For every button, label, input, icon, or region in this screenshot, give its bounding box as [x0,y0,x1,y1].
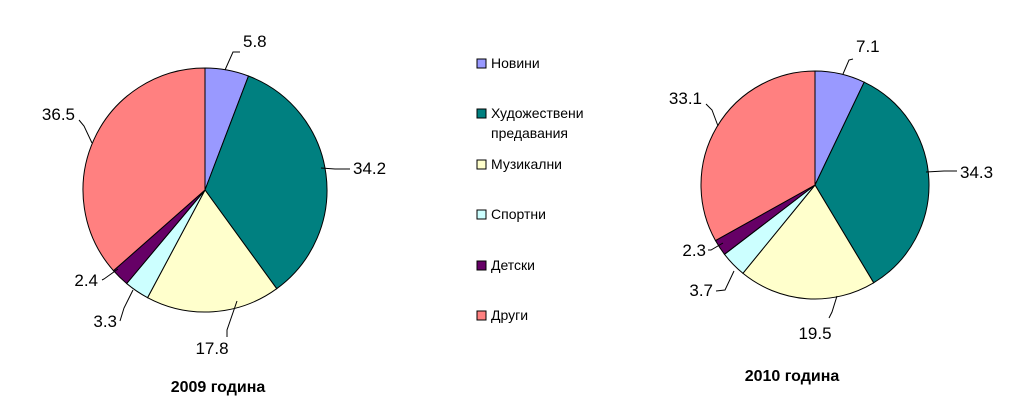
legend-item-detski: Детски [476,257,535,273]
pie-slice-6 [700,70,816,242]
legend-label: Художествени предавания [491,105,584,141]
legend-item-sportni: Спортни [476,206,546,222]
legend-label-line: Художествени [491,105,584,121]
legend-swatch [476,108,487,119]
leader-line [828,295,838,319]
leader-line [705,103,719,127]
data-label: 34.3 [960,163,993,182]
legend-swatch [476,159,487,170]
legend-label: Детски [491,257,535,273]
legend-swatch [476,209,487,220]
leader-line [320,167,350,170]
pie-slice-3 [742,184,875,300]
legend-swatch [476,310,487,321]
leader-line [101,268,119,281]
data-label: 33.1 [669,89,702,108]
legend-swatch [476,58,487,69]
legend-label: Музикални [491,156,562,172]
legend-item-muzikalni: Музикални [476,156,562,172]
legend-label-line: предавания [491,125,568,141]
data-label: 3.7 [689,281,713,300]
legend-swatch [476,260,487,271]
leader-line [715,270,735,292]
pie-slice-2 [204,75,328,290]
data-label: 2.4 [74,271,98,290]
data-label: 34.2 [353,159,386,178]
data-label: 2.3 [682,241,706,260]
chart-title: 2010 година [745,368,840,385]
data-label: 7.1 [856,37,880,56]
pie-chart-2010: 7.1 34.3 19.5 3.7 2.3 33.1 2010 година [669,37,993,385]
data-label: 36.5 [42,105,75,124]
leader-line [224,51,240,71]
legend-item-drugi: Други [476,307,528,323]
legend-label: Други [491,307,528,323]
data-label: 5.8 [243,32,267,51]
legend-item-novini: Новини [476,55,540,71]
pie-chart-2009: 5.8 34.2 17.8 3.3 2.4 36.5 2009 година [42,32,386,396]
leader-line [842,58,854,75]
pie-slice-2 [814,81,930,284]
legend-item-hudozhestveni: Художествени предавания [476,105,584,141]
legend-label: Новини [491,55,540,71]
leader-line [119,289,134,322]
data-label: 3.3 [93,312,117,331]
leader-line [925,170,957,173]
leader-line [78,119,93,144]
pie-slice-6 [82,67,206,272]
leader-line [708,242,724,251]
leader-line [226,300,238,337]
data-label: 17.8 [195,339,228,358]
data-label: 19.5 [798,324,831,343]
chart-title: 2009 година [171,379,266,396]
pie-slice-3 [146,189,278,313]
legend-label: Спортни [491,206,546,222]
legend: Новини Художествени предавания Музикални … [476,55,584,323]
